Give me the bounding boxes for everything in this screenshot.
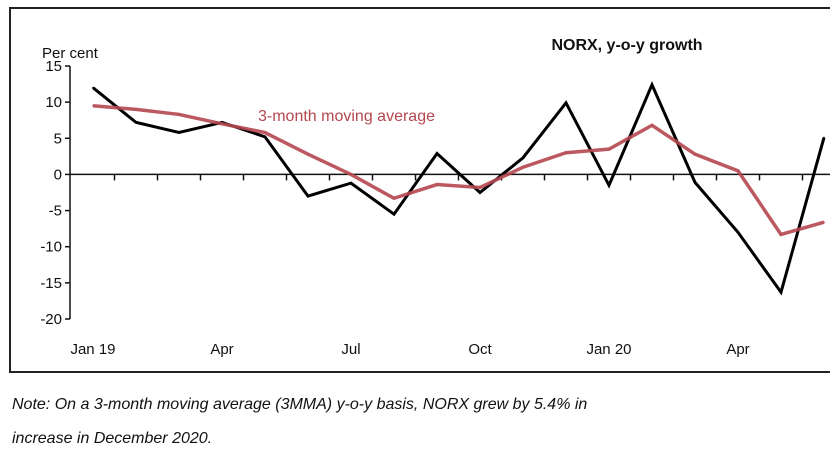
moving-average-data-point <box>694 153 696 155</box>
moving-average-data-point <box>350 173 352 176</box>
norx-data-point <box>780 291 782 294</box>
x-tick-label: Oct <box>468 341 492 358</box>
y-tick-label: -5 <box>49 203 62 220</box>
norx-data-point <box>135 121 137 124</box>
moving-average-data-point <box>92 104 94 107</box>
moving-average-data-point <box>565 151 567 154</box>
ma-annotation: 3-month moving average <box>258 108 435 125</box>
moving-average-data-point <box>522 166 524 168</box>
moving-average-data-point <box>264 131 266 134</box>
x-tick-label: Jul <box>341 341 360 358</box>
norx-data-point <box>737 231 739 234</box>
moving-average-line <box>92 104 825 237</box>
norx-data-point <box>178 131 180 134</box>
moving-average-data-point <box>393 197 395 200</box>
y-tick-label: 15 <box>45 58 62 75</box>
moving-average-data-point <box>479 186 481 189</box>
norx-data-point <box>823 136 825 139</box>
norx-data-point <box>350 182 352 184</box>
moving-average-data-point <box>608 148 610 150</box>
x-tick-label: Apr <box>726 341 749 358</box>
x-tick-label: Jan 20 <box>586 341 631 358</box>
y-tick-label: 10 <box>45 94 62 111</box>
y-tick-label: -10 <box>40 239 62 256</box>
y-tick-label: -20 <box>40 311 62 328</box>
moving-average-data-point <box>780 233 782 236</box>
moving-average-data-point <box>823 221 825 223</box>
y-tick-label: 0 <box>54 166 62 183</box>
moving-average-data-point <box>737 170 739 172</box>
x-tick-label: Apr <box>210 341 233 358</box>
moving-average-data-point <box>436 183 438 186</box>
x-tick-label: Jan 19 <box>70 341 115 358</box>
chart-title: NORX, y-o-y growth <box>551 37 702 54</box>
norx-data-point <box>479 191 481 194</box>
norx-data-point <box>608 184 610 187</box>
norx-growth-line <box>92 81 826 296</box>
moving-average-data-point <box>221 123 223 125</box>
y-tick-label: -15 <box>40 275 62 292</box>
moving-average-data-point <box>135 108 137 111</box>
norx-data-point <box>436 152 438 155</box>
norx-data-point <box>92 86 94 89</box>
y-axis-label: Per cent <box>42 45 99 62</box>
note-line-2: increase in December 2020. <box>12 430 213 447</box>
moving-average-data-point <box>178 113 180 116</box>
moving-average-data-point <box>307 153 309 155</box>
norx-data-point <box>651 83 653 86</box>
norx-data-point <box>694 181 696 184</box>
norx-data-point <box>393 213 395 215</box>
norx-data-point <box>522 157 524 159</box>
y-tick-label: 5 <box>54 130 62 147</box>
moving-average-data-point <box>651 124 653 127</box>
norx-data-point <box>264 136 266 138</box>
note-line-1: Note: On a 3-month moving average (3MMA)… <box>12 396 588 413</box>
norx-data-point <box>307 195 309 197</box>
norx-data-point <box>565 102 567 104</box>
